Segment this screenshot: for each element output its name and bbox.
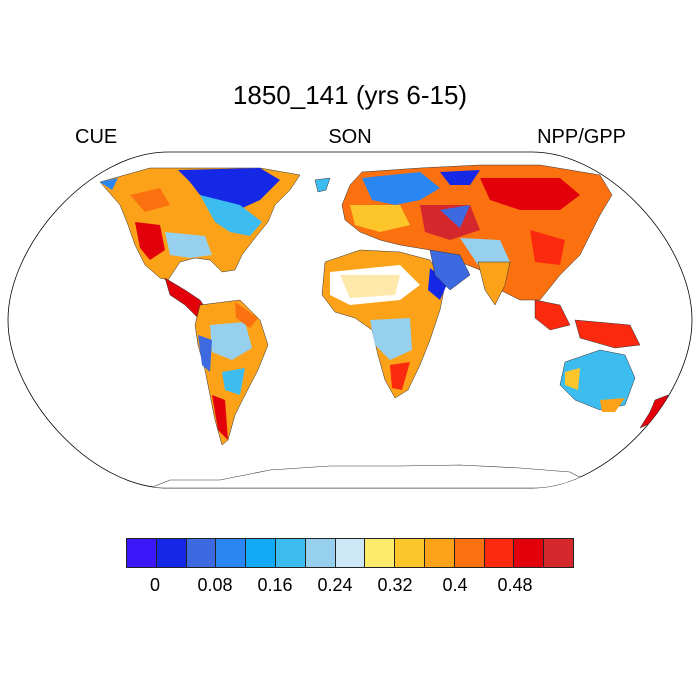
season-label: SON — [328, 126, 372, 148]
eurasia — [341, 164, 613, 301]
colorbar-box — [424, 539, 455, 567]
ratio-label: NPP/GPP — [537, 126, 626, 148]
southeast-asia — [534, 299, 641, 349]
colorbar-tick-label: 0.4 — [442, 575, 468, 595]
australia — [559, 349, 636, 412]
colorbar-box — [246, 539, 276, 567]
colorbar-tick-label: 0.16 — [257, 575, 293, 595]
colorbar-tick-label: 0.48 — [497, 575, 533, 595]
colorbar-box — [395, 539, 425, 567]
variable-label: CUE — [75, 126, 118, 148]
colorbar-box — [484, 539, 515, 567]
greenland — [314, 177, 331, 193]
colorbar-box — [544, 539, 573, 567]
colorbar-box — [186, 539, 217, 567]
colorbar-box — [216, 539, 247, 567]
colorbar-box — [335, 539, 366, 567]
colorbar-tick-label: 0.24 — [317, 575, 353, 595]
colorbar — [126, 538, 574, 568]
south-america — [194, 299, 269, 446]
colorbar-box — [156, 539, 187, 567]
colorbar-box — [454, 539, 485, 567]
colorbar-box — [127, 539, 157, 567]
colorbar-box — [365, 539, 396, 567]
map-title: 1850_141 (yrs 6-15) — [232, 80, 468, 110]
colorbar-box — [275, 539, 306, 567]
india — [477, 261, 511, 306]
colorbar-box — [514, 539, 545, 567]
africa — [321, 249, 448, 399]
colorbar-tick-label: 0.32 — [377, 575, 413, 595]
arabian-peninsula — [429, 249, 471, 291]
colorbar-tick-label: 0 — [149, 575, 161, 595]
colorbar-tick-label: 0.08 — [197, 575, 233, 595]
colorbar-box — [305, 539, 336, 567]
north-america — [99, 167, 301, 281]
